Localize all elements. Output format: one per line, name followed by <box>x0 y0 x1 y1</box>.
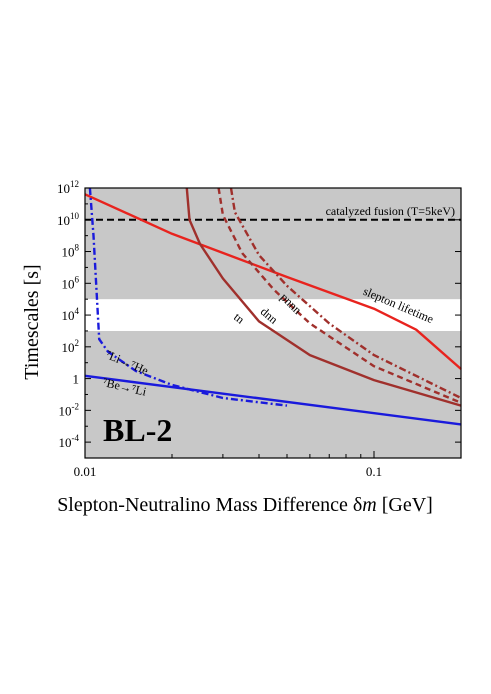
be7-li7-curve <box>84 374 462 426</box>
y-tick-label: 108 <box>62 243 80 260</box>
y-axis-ticks: 1012 1010 108 106 104 102 1 10-2 10-4 <box>57 179 461 459</box>
li7-he7-curve <box>88 187 288 407</box>
dnn-curve <box>217 187 462 404</box>
y-tick-label: 10-2 <box>59 401 80 418</box>
x-axis-label: Slepton-Neutralino Mass Difference δm [G… <box>57 494 433 516</box>
shaded-band-0 <box>85 330 461 458</box>
catalyzed-fusion-label: catalyzed fusion (T=5keV) <box>326 204 455 218</box>
y-tick-label: 1012 <box>57 179 79 196</box>
tn-curve <box>185 187 462 407</box>
y-axis-label: Timescales [s] <box>21 264 43 379</box>
y-tick-label: 106 <box>62 274 80 291</box>
series-lines <box>84 187 462 426</box>
x-axis-ticks: 0.01 0.1 <box>74 451 462 479</box>
shaded-band-1 <box>85 299 461 331</box>
y-tick-label: 102 <box>62 338 80 355</box>
reference-lines: catalyzed fusion (T=5keV) <box>85 204 461 221</box>
x-tick-label: 0.01 <box>74 464 97 479</box>
y-tick-label: 10-4 <box>59 433 80 450</box>
panel-label: BL-2 <box>103 412 172 448</box>
x-tick-label: 0.1 <box>366 464 382 479</box>
y-tick-label: 1 <box>73 372 80 387</box>
y-tick-label: 104 <box>62 306 80 323</box>
shaded-regions <box>85 188 461 458</box>
shaded-band-2 <box>85 188 461 300</box>
slepton-lifetime-curve <box>84 193 462 370</box>
pnnn-curve <box>229 187 462 400</box>
plot-frame <box>84 187 462 459</box>
y-tick-label: 1010 <box>57 211 80 228</box>
